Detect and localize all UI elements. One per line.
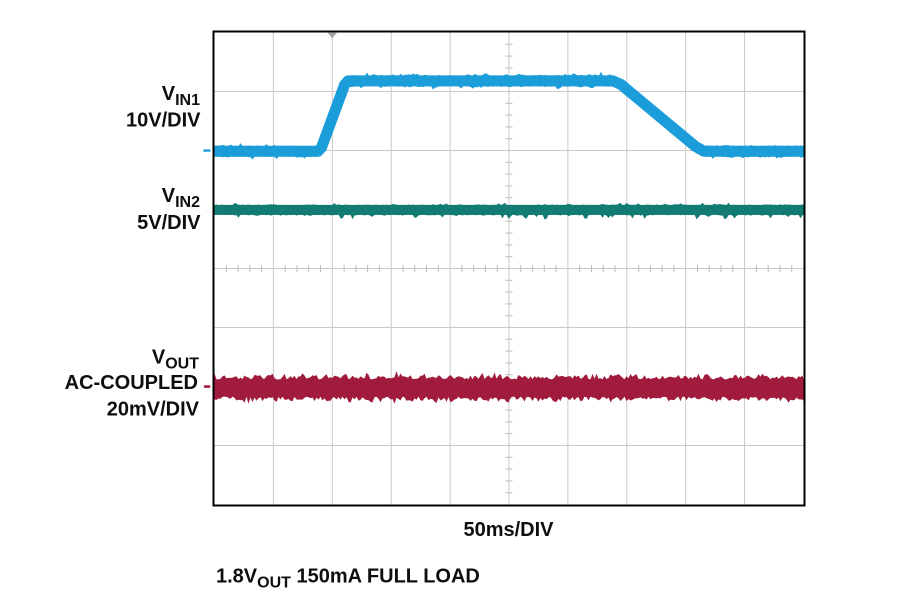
svg-text:10V/DIV: 10V/DIV: [126, 110, 201, 132]
svg-text:VIN2: VIN2: [162, 185, 200, 211]
svg-text:50ms/DIV: 50ms/DIV: [463, 519, 554, 541]
svg-text:VIN1: VIN1: [162, 83, 200, 109]
svg-text:20mV/DIV: 20mV/DIV: [107, 399, 200, 421]
svg-text:1.8VOUT 150mA FULL LOAD: 1.8VOUT 150mA FULL LOAD: [216, 566, 480, 592]
svg-text:VOUT: VOUT: [152, 347, 199, 373]
svg-text:AC-COUPLED: AC-COUPLED: [65, 372, 198, 394]
svg-text:5V/DIV: 5V/DIV: [137, 212, 201, 234]
